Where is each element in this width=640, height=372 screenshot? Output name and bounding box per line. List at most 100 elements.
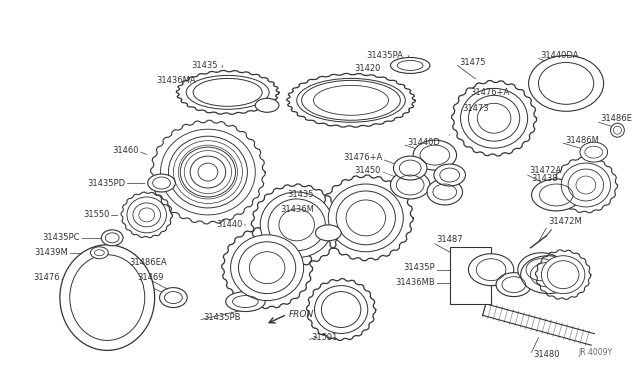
Text: 31472A: 31472A xyxy=(530,166,562,174)
Ellipse shape xyxy=(301,80,401,120)
Ellipse shape xyxy=(447,76,541,161)
Text: 31486M: 31486M xyxy=(565,136,599,145)
Ellipse shape xyxy=(314,86,388,115)
Text: 31436MA: 31436MA xyxy=(157,76,196,85)
Ellipse shape xyxy=(547,261,579,289)
Text: 31476+A: 31476+A xyxy=(470,88,509,97)
Text: 31435PA: 31435PA xyxy=(366,51,403,60)
Ellipse shape xyxy=(170,68,285,117)
Text: 31487: 31487 xyxy=(436,235,463,244)
Ellipse shape xyxy=(101,230,123,246)
Ellipse shape xyxy=(186,76,269,109)
Text: 31439M: 31439M xyxy=(34,248,68,257)
Text: 31436M: 31436M xyxy=(280,205,314,214)
Ellipse shape xyxy=(568,169,604,201)
Text: 31435PB: 31435PB xyxy=(203,313,241,322)
Ellipse shape xyxy=(180,147,236,197)
Ellipse shape xyxy=(118,189,175,241)
Ellipse shape xyxy=(336,191,396,245)
Ellipse shape xyxy=(496,273,532,296)
Ellipse shape xyxy=(611,123,625,137)
Ellipse shape xyxy=(127,197,166,233)
Ellipse shape xyxy=(313,170,419,266)
Ellipse shape xyxy=(198,163,218,181)
Text: 31476+A: 31476+A xyxy=(343,153,383,161)
Ellipse shape xyxy=(303,275,380,344)
Ellipse shape xyxy=(521,256,576,294)
Text: 31435PC: 31435PC xyxy=(42,233,79,242)
Ellipse shape xyxy=(468,254,514,286)
Text: 31440D: 31440D xyxy=(407,138,440,147)
Ellipse shape xyxy=(518,253,565,286)
Text: JR 4009Y: JR 4009Y xyxy=(579,348,612,357)
Text: 31436MB: 31436MB xyxy=(395,278,435,287)
Ellipse shape xyxy=(477,103,511,133)
Ellipse shape xyxy=(159,288,187,308)
Ellipse shape xyxy=(321,292,361,327)
Text: 31435PD: 31435PD xyxy=(87,179,125,187)
Text: 31469: 31469 xyxy=(137,273,163,282)
Ellipse shape xyxy=(60,245,155,350)
Text: 31591: 31591 xyxy=(312,333,338,342)
Ellipse shape xyxy=(394,156,427,180)
Ellipse shape xyxy=(239,242,296,294)
Ellipse shape xyxy=(279,209,314,241)
Ellipse shape xyxy=(576,176,596,194)
Text: 31440DA: 31440DA xyxy=(540,51,579,60)
Text: 31472M: 31472M xyxy=(548,217,582,227)
Ellipse shape xyxy=(250,252,285,283)
Ellipse shape xyxy=(230,235,303,301)
Ellipse shape xyxy=(279,70,423,131)
Ellipse shape xyxy=(226,292,265,311)
Ellipse shape xyxy=(468,95,520,141)
Ellipse shape xyxy=(161,129,255,215)
Ellipse shape xyxy=(427,179,463,205)
Ellipse shape xyxy=(168,136,248,208)
Text: 31476: 31476 xyxy=(33,273,60,282)
Ellipse shape xyxy=(413,140,456,170)
Ellipse shape xyxy=(532,179,581,211)
Text: 31475: 31475 xyxy=(460,58,486,67)
Text: 31486EA: 31486EA xyxy=(129,258,166,267)
Text: 31480: 31480 xyxy=(534,350,560,359)
Ellipse shape xyxy=(260,192,333,258)
Ellipse shape xyxy=(316,225,341,241)
Ellipse shape xyxy=(133,203,161,227)
FancyBboxPatch shape xyxy=(450,247,491,304)
Text: 31450: 31450 xyxy=(354,166,381,174)
Ellipse shape xyxy=(390,58,430,73)
Ellipse shape xyxy=(346,200,385,236)
Ellipse shape xyxy=(390,171,430,199)
Ellipse shape xyxy=(246,179,348,270)
Ellipse shape xyxy=(144,114,272,230)
Ellipse shape xyxy=(297,78,405,122)
Ellipse shape xyxy=(193,78,262,106)
Text: 31435: 31435 xyxy=(191,61,218,70)
Ellipse shape xyxy=(255,98,279,112)
Ellipse shape xyxy=(139,208,155,222)
Ellipse shape xyxy=(541,256,585,294)
Ellipse shape xyxy=(90,247,108,259)
Text: 31460: 31460 xyxy=(113,145,139,155)
Ellipse shape xyxy=(328,184,403,252)
Ellipse shape xyxy=(532,247,594,302)
Text: FRONT: FRONT xyxy=(289,310,319,319)
Ellipse shape xyxy=(148,174,175,192)
Text: 31435P: 31435P xyxy=(403,263,435,272)
Ellipse shape xyxy=(580,142,607,162)
Ellipse shape xyxy=(216,222,318,314)
Text: 31435: 31435 xyxy=(287,190,314,199)
Ellipse shape xyxy=(314,286,368,333)
Text: 31473: 31473 xyxy=(463,104,489,113)
Ellipse shape xyxy=(461,89,527,148)
Ellipse shape xyxy=(268,199,325,251)
Ellipse shape xyxy=(529,55,604,111)
Ellipse shape xyxy=(434,164,465,186)
Ellipse shape xyxy=(550,154,621,216)
Text: 31550: 31550 xyxy=(83,211,109,219)
Text: 31440: 31440 xyxy=(216,220,243,230)
Text: 31486E: 31486E xyxy=(601,114,632,123)
Ellipse shape xyxy=(190,156,226,188)
Text: 31420: 31420 xyxy=(354,64,380,73)
Text: 31438: 31438 xyxy=(532,173,558,183)
